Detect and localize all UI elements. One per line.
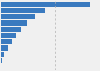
Bar <box>1 58 2 63</box>
Bar <box>1 52 4 57</box>
Bar <box>1 8 45 13</box>
Bar <box>1 39 12 44</box>
Bar <box>1 27 21 32</box>
Bar <box>1 20 27 26</box>
Bar <box>1 45 8 51</box>
Bar <box>1 2 90 7</box>
Bar <box>1 33 16 38</box>
Bar <box>1 14 35 19</box>
Bar <box>1 64 2 69</box>
